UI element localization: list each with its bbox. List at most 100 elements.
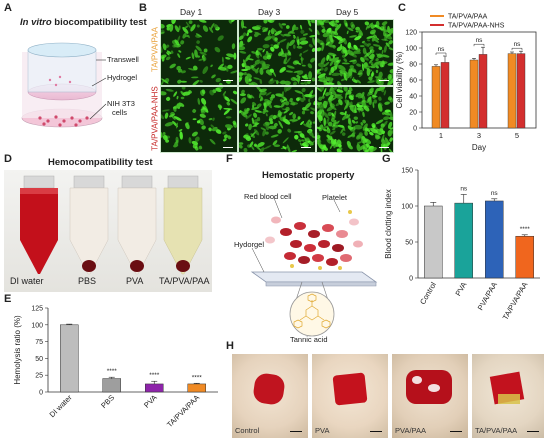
x-tick-label: DI water [48,393,74,419]
y-tick-label: 75 [35,339,43,346]
micrograph-tile [316,86,394,153]
dish-control: Control [232,354,308,438]
chart-e-hemolysis: 0 25 50 75 100 125 DI water **** PBS **** PVA **** T… [13,306,218,429]
significance-bracket [435,52,447,55]
y-axis-label: Blood clotting index [384,189,393,258]
y-tick-label: 125 [31,306,43,313]
day-1-label: Day 1 [180,7,203,17]
scale-bar [379,79,389,81]
dish-label-control: Control [235,426,260,435]
panel-f-title: Hemostatic property [262,170,355,181]
y-tick-label: 20 [409,110,417,117]
y-tick-label: 120 [405,30,417,37]
bar [507,53,517,129]
panel-a-title: In vitro biocompatibility test [20,17,147,28]
significance-label: ns [476,37,484,44]
clot-pva [332,372,368,406]
significance-label: **** [192,374,203,381]
y-tick-label: 40 [409,94,417,101]
scale-bar-pva-paa [450,430,462,432]
tube-ta-pva-paa [163,175,203,275]
panel-label-h: H [226,340,234,352]
micrograph-tile [160,19,238,86]
scale-bar [301,79,311,81]
tube-pva [117,175,157,275]
micrograph-tile [238,19,316,86]
label-hydrogel-f: Hydorgel [234,240,265,249]
tube-di-water [20,175,58,274]
x-tick-label: TA/PVA/PAA [165,393,201,429]
transwell-diagram [21,42,107,128]
clot-control [252,372,286,406]
cell-dots [38,115,89,127]
panel-label-e: E [4,293,12,305]
label-tannic-acid: Tannic acid [290,335,328,344]
chart-g-clotting: 0 50 100 150 Control ns PVA ns PVA/PAA **** TA/PVA… [384,168,540,322]
bar [516,53,526,129]
y-axis-label: Hemolysis ratio (%) [13,315,22,385]
label-red-blood-cell: Red blood cell [244,192,292,201]
x-tick-label: PVA/PAA [476,281,499,312]
tannic-acid-structure [293,293,331,329]
dish-ta-pva-paa: TA/PVA/PAA [472,354,544,438]
y-tick-label: 50 [405,240,413,247]
label-hydrogel: Hydrogel [107,73,138,82]
y-tick-label: 100 [31,322,43,329]
x-tick-label: PVA [142,393,159,410]
x-tick-label: PVA [453,281,468,298]
hemostatic-diagram [250,197,378,337]
chart-c-cell-viability: 0 20 40 60 80 100 120 ns 1 ns 3 ns 5 Day Cell viabilit… [395,14,537,152]
bar [187,383,206,393]
label-transwell: Transwell [107,55,139,64]
clot-highlight-2 [428,384,440,392]
panel-a-title-rest: biocompatibility test [51,17,147,28]
clot-highlight-1 [412,376,422,384]
significance-label: **** [149,372,160,379]
x-tick-label: 3 [477,131,481,140]
x-tick-label: TA/PVA/PAA [501,281,530,322]
tube-label-pva: PVA [126,276,144,286]
scale-bar [379,146,389,148]
significance-label: ns [491,190,499,197]
panel-label-c: C [398,2,406,14]
platelets [290,210,352,270]
label-cells: NIH 3T3 [107,99,135,108]
insert-top [27,42,97,58]
y-tick-label: 100 [401,204,413,211]
panel-label-d: D [4,153,12,165]
micrograph-tile [316,19,394,86]
scale-bar [223,146,233,148]
significance-label: ns [438,46,446,53]
panel-d-title: Hemocompatibility test [48,157,153,168]
y-tick-label: 50 [35,356,43,363]
tube-pbs [69,175,109,275]
panel-label-f: F [226,153,233,165]
bar [469,59,479,129]
bar [485,200,504,279]
dish-label-ta-pva-paa: TA/PVA/PAA [475,426,518,435]
day-5-label: Day 5 [336,7,359,17]
tannic-acid-zoom [289,291,335,337]
significance-label: ns [460,185,468,192]
x-tick-label: 5 [515,131,519,140]
scale-bar-ta-pva-paa [527,430,539,432]
bar [515,235,534,279]
bar [431,66,441,129]
day-3-label: Day 3 [258,7,281,17]
bar [454,202,473,279]
row-label-ta-pva-paa: TA/PVA/PAA [149,19,160,83]
y-tick-label: 0 [409,276,413,283]
rbc-cluster [265,216,363,266]
row-label-text-nhs: TA/PVA/PAA-NHS [150,86,160,151]
row-label-text: TA/PVA/PAA [150,27,160,72]
hydrogel-tint [498,394,520,404]
micrograph-tile [238,86,316,153]
tubes-svg [20,175,203,275]
significance-label: **** [107,368,118,375]
hydrogel-slab [250,271,378,283]
significance-label: ns [514,41,522,48]
label-platelet: Platelet [322,193,348,202]
significance-bracket [473,43,485,47]
bar [440,62,450,129]
y-axis-label: Cell viability (%) [395,51,404,108]
